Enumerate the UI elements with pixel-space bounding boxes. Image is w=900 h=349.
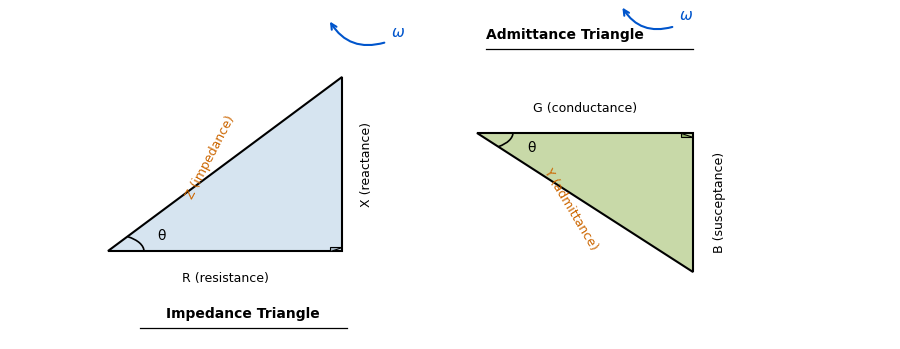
Text: B (susceptance): B (susceptance) <box>713 152 725 253</box>
Polygon shape <box>477 133 693 272</box>
Text: ω: ω <box>392 25 404 40</box>
Polygon shape <box>681 133 693 137</box>
Text: Admittance Triangle: Admittance Triangle <box>486 28 644 42</box>
Polygon shape <box>108 77 342 251</box>
Text: Z (impedance): Z (impedance) <box>184 114 238 201</box>
Text: ω: ω <box>680 8 692 23</box>
Text: X (reactance): X (reactance) <box>360 121 373 207</box>
Polygon shape <box>330 247 342 251</box>
Text: Y (admittance): Y (admittance) <box>541 166 600 252</box>
Text: θ: θ <box>526 141 536 155</box>
Text: G (conductance): G (conductance) <box>533 102 637 115</box>
Text: θ: θ <box>158 229 166 243</box>
Text: Impedance Triangle: Impedance Triangle <box>166 307 320 321</box>
Text: R (resistance): R (resistance) <box>182 272 268 285</box>
